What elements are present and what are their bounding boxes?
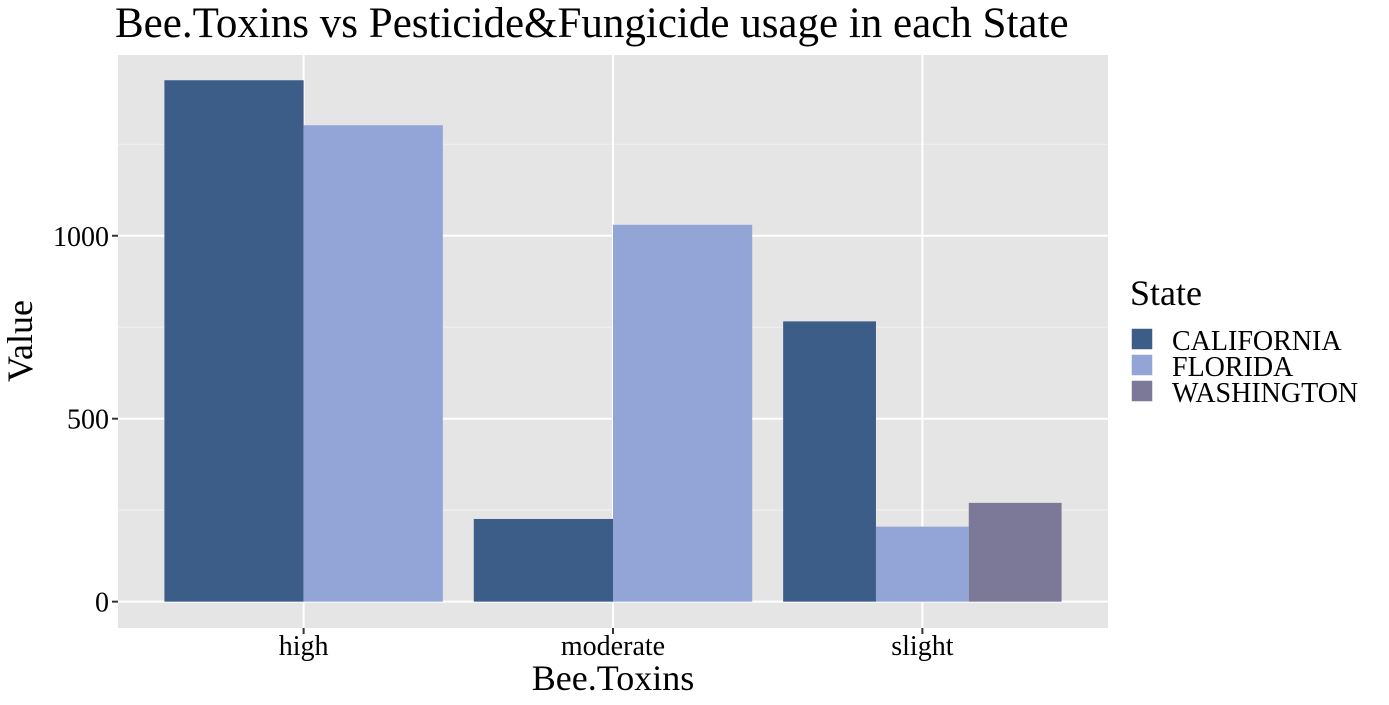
chart-title: Bee.Toxins vs Pesticide&Fungicide usage … — [115, 0, 1069, 47]
y-axis: 0 500 1000 — [53, 222, 118, 619]
y-axis-title: Value — [0, 300, 40, 382]
x-tick-label: slight — [891, 631, 953, 662]
bar — [875, 526, 969, 602]
bar — [303, 125, 443, 602]
legend-label: FLORIDA — [1172, 352, 1294, 383]
bar — [164, 80, 304, 602]
legend-label: WASHINGTON — [1172, 378, 1358, 409]
y-tick-label: 1000 — [53, 222, 109, 253]
x-tick-label: high — [279, 631, 329, 662]
bars — [164, 80, 1062, 602]
x-axis: high moderate slight — [279, 628, 954, 662]
y-tick-label: 0 — [95, 588, 109, 619]
x-tick-label: moderate — [561, 631, 665, 662]
legend-title: State — [1130, 273, 1202, 313]
legend-key — [1130, 353, 1154, 377]
bar — [968, 502, 1062, 602]
legend-key — [1130, 379, 1154, 403]
x-axis-title: Bee.Toxins — [532, 658, 694, 698]
bar — [613, 224, 753, 602]
legend-label: CALIFORNIA — [1172, 326, 1342, 357]
bar — [783, 321, 876, 602]
y-tick-label: 500 — [67, 405, 109, 436]
bar — [473, 518, 613, 602]
legend-key — [1130, 327, 1154, 351]
